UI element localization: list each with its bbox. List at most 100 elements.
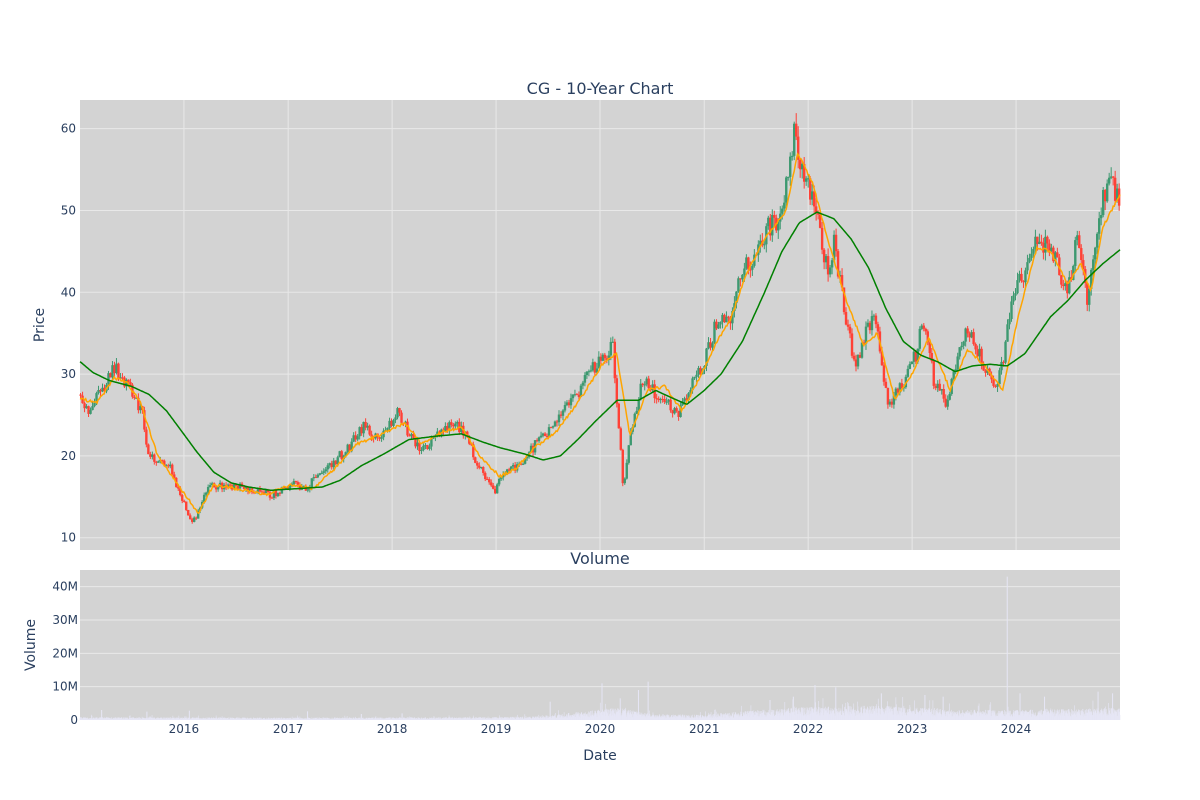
candlestick-body <box>647 378 650 389</box>
volume-bar <box>984 711 986 720</box>
candlestick-body <box>187 509 190 516</box>
volume-bar <box>721 714 723 720</box>
candlestick-body <box>426 445 429 449</box>
volume-bar <box>792 699 794 720</box>
candlestick-body <box>216 486 220 490</box>
candlestick-body <box>256 488 260 492</box>
candlestick-body <box>721 314 724 322</box>
volume-spike-bar <box>307 711 309 720</box>
x-tick-label: 2023 <box>897 722 928 736</box>
volume-bar <box>869 706 871 720</box>
candlestick-body <box>926 331 929 343</box>
candlestick-body <box>745 257 748 269</box>
price-y-tick-label: 60 <box>61 122 76 136</box>
candlestick-body <box>862 342 866 344</box>
candlestick-body <box>519 463 523 465</box>
volume-bar <box>228 717 229 720</box>
volume-bar <box>1109 710 1111 720</box>
volume-spike-bar <box>1044 696 1046 720</box>
candlestick-body <box>1004 341 1007 363</box>
volume-bar <box>1010 710 1011 720</box>
candlestick-body <box>872 315 876 317</box>
candlestick-body <box>856 355 860 367</box>
volume-bar <box>862 705 864 720</box>
volume-bar <box>546 716 547 720</box>
candlestick-body <box>771 214 774 236</box>
candlestick-body <box>109 373 112 378</box>
candlestick-body <box>171 464 174 475</box>
candlestick-body <box>476 462 479 466</box>
candlestick-body <box>348 444 351 452</box>
price-y-tick-label: 50 <box>61 203 76 217</box>
candlestick-body <box>888 401 892 405</box>
candlestick-body <box>599 356 603 361</box>
candlestick-body <box>117 363 120 379</box>
volume-bar <box>876 704 877 720</box>
candlestick-body <box>206 486 210 493</box>
candlestick-body <box>940 388 943 391</box>
candlestick-body <box>589 370 593 372</box>
candlestick-body <box>916 348 920 362</box>
candlestick-body <box>1044 236 1047 253</box>
volume-bar <box>142 717 144 720</box>
candlestick-body <box>246 486 250 492</box>
volume-bar <box>351 717 352 720</box>
volume-bar <box>554 716 556 720</box>
volume-bar <box>699 712 701 720</box>
candlestick-body <box>1050 247 1053 252</box>
volume-bar <box>128 715 130 720</box>
candlestick-body <box>910 361 914 365</box>
candlestick-body <box>597 356 601 369</box>
candlestick-body <box>183 500 186 502</box>
volume-bar <box>111 717 112 720</box>
candlestick-body <box>743 268 746 275</box>
volume-bar <box>97 717 98 720</box>
volume-bar <box>517 714 518 720</box>
candlestick-body <box>99 390 102 392</box>
volume-bar <box>298 717 300 720</box>
candlestick-body <box>545 436 549 438</box>
candlestick-body <box>615 378 619 404</box>
candlestick-body <box>707 342 710 349</box>
candlestick-body <box>346 444 349 453</box>
candlestick-body <box>121 377 124 379</box>
volume-bar <box>760 713 762 720</box>
volume-bar <box>1048 710 1050 720</box>
volume-bar <box>511 717 512 720</box>
volume-bar <box>490 718 492 720</box>
candlestick-body <box>87 406 90 414</box>
volume-bar <box>791 708 792 720</box>
candlestick-body <box>581 382 585 386</box>
candlestick-body <box>617 403 620 429</box>
x-tick-label: 2021 <box>689 722 720 736</box>
volume-bar <box>148 717 150 720</box>
volume-bar <box>1084 710 1086 720</box>
candlestick-body <box>591 362 595 371</box>
candlestick-body <box>563 405 567 411</box>
candlestick-body <box>432 437 435 439</box>
candlestick-body <box>470 443 473 445</box>
volume-bar <box>709 714 711 720</box>
candlestick-body <box>380 437 383 439</box>
candlestick-body <box>143 410 146 430</box>
candlestick-body <box>810 191 814 200</box>
volume-bar <box>227 717 229 720</box>
volume-bar <box>1119 715 1121 720</box>
candlestick-body <box>214 487 218 490</box>
candlestick-body <box>101 387 104 392</box>
candlestick-body <box>956 356 959 370</box>
volume-bar <box>1068 709 1069 720</box>
volume-bar <box>547 716 549 720</box>
candlestick-body <box>601 354 605 361</box>
volume-bar <box>1020 710 1022 720</box>
candlestick-body <box>501 474 505 478</box>
volume-bar <box>284 718 286 720</box>
volume-bar <box>870 706 871 720</box>
candlestick-body <box>866 322 870 327</box>
candlestick-body <box>404 421 407 424</box>
x-tick-label: 2019 <box>481 722 512 736</box>
volume-bar <box>335 717 336 720</box>
candlestick-body <box>683 398 686 402</box>
volume-spike-bar <box>146 711 148 720</box>
candlestick-body <box>934 385 937 389</box>
